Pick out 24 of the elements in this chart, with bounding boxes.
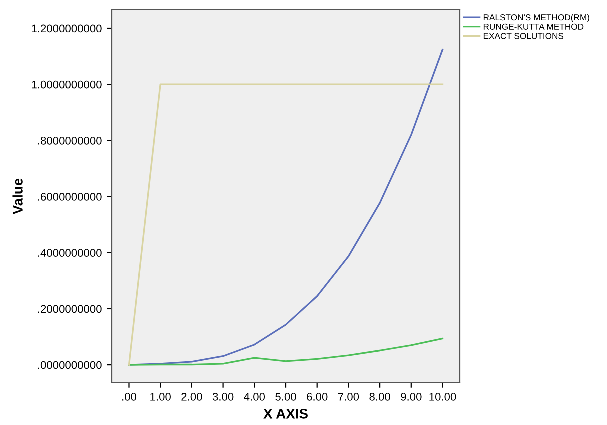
x-tick-label: 1.00 [150,393,171,401]
x-tick-label: 10.00 [430,393,456,401]
x-tick-label: 4.00 [244,393,266,401]
x-tick-label: 5.00 [276,393,296,401]
x-axis-title: X AXIS [264,409,308,419]
y-tick-label: .2000000000 [38,305,102,314]
x-tick-label: 6.00 [307,393,328,401]
x-tick-label: 3.00 [212,393,234,401]
x-tick-label: 8.00 [370,393,390,401]
line-series [128,338,444,366]
y-tick-label: 1.2000000000 [32,24,102,33]
legend-label: RUNGE-KUTTA METHOD [484,24,584,30]
y-tick-label: .0000000000 [38,361,102,370]
y-axis-title: Value [12,178,23,215]
legend-label: RALSTON'S METHOD(RM) [484,14,590,22]
legend-label: EXACT SOLUTIONS [484,33,564,40]
y-tick-label: .6000000000 [38,193,102,201]
x-tick-label: 2.00 [182,393,202,401]
y-tick-label: .8000000000 [38,136,102,145]
x-tick-label: 7.00 [338,393,360,401]
x-tick-label: 9.00 [401,393,422,401]
y-tick-label: .4000000000 [38,249,102,258]
y-tick-label: 1.0000000000 [32,80,102,89]
x-tick-label: .00 [122,393,137,401]
